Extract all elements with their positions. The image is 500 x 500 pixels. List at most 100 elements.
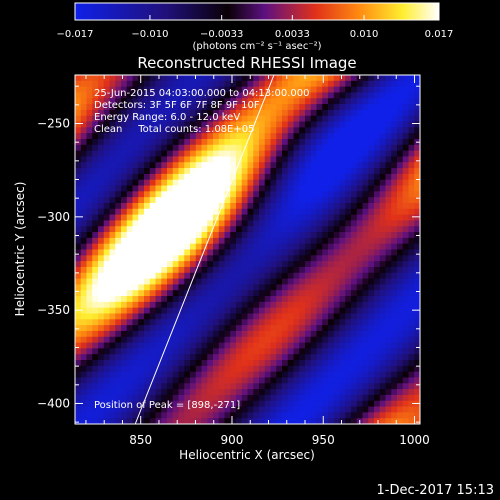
heatmap-cell bbox=[92, 214, 99, 222]
heatmap-cell bbox=[328, 191, 335, 198]
heatmap-cell bbox=[305, 98, 312, 105]
heatmap-cell bbox=[322, 98, 329, 105]
heatmap-cell bbox=[241, 109, 249, 117]
heatmap-cell bbox=[75, 284, 82, 291]
heatmap-cell bbox=[270, 313, 277, 320]
heatmap-cell bbox=[201, 104, 208, 111]
heatmap-cell bbox=[178, 383, 185, 390]
heatmap-cell bbox=[305, 348, 312, 355]
heatmap-cell bbox=[149, 86, 157, 94]
heatmap-cell bbox=[201, 365, 208, 373]
heatmap-cell bbox=[178, 237, 185, 245]
heatmap-cell bbox=[408, 144, 415, 152]
heatmap-cell bbox=[322, 173, 329, 181]
heatmap-cell bbox=[276, 138, 283, 146]
heatmap-cell bbox=[132, 197, 139, 204]
heatmap-cell bbox=[86, 336, 93, 344]
heatmap-cell bbox=[172, 150, 180, 158]
heatmap-cell bbox=[264, 296, 272, 303]
heatmap-cell bbox=[103, 162, 111, 169]
heatmap-cell bbox=[293, 104, 300, 111]
heatmap-cell bbox=[316, 243, 323, 251]
heatmap-cell bbox=[121, 197, 128, 204]
heatmap-cell bbox=[80, 80, 88, 88]
heatmap-cell bbox=[385, 226, 392, 233]
heatmap-cell bbox=[368, 400, 375, 408]
heatmap-cell bbox=[236, 336, 243, 344]
heatmap-cell bbox=[109, 278, 116, 285]
heatmap-cell bbox=[184, 272, 191, 280]
heatmap-cell bbox=[391, 156, 398, 163]
heatmap-cell bbox=[172, 191, 180, 198]
heatmap-cell bbox=[316, 400, 323, 408]
heatmap-cell bbox=[103, 144, 111, 152]
heatmap-cell bbox=[379, 313, 387, 320]
heatmap-cell bbox=[224, 354, 231, 361]
heatmap-cell bbox=[80, 406, 88, 413]
heatmap-cell bbox=[155, 377, 162, 384]
heatmap-cell bbox=[339, 266, 346, 274]
heatmap-cell bbox=[276, 272, 283, 280]
heatmap-cell bbox=[236, 75, 243, 82]
heatmap-cell bbox=[230, 325, 237, 332]
heatmap-cell bbox=[351, 168, 358, 175]
heatmap-cell bbox=[155, 284, 162, 291]
heatmap-cell bbox=[167, 144, 174, 152]
heatmap-cell bbox=[115, 342, 122, 349]
heatmap-cell bbox=[374, 354, 381, 361]
heatmap-cell bbox=[270, 98, 277, 105]
heatmap-cell bbox=[207, 296, 214, 303]
heatmap-cell bbox=[144, 412, 151, 419]
heatmap-cell bbox=[402, 214, 410, 222]
heatmap-cell bbox=[161, 371, 168, 379]
heatmap-cell bbox=[115, 98, 122, 105]
heatmap-cell bbox=[138, 272, 145, 280]
heatmap-cell bbox=[190, 330, 197, 338]
heatmap-cell bbox=[98, 162, 105, 169]
heatmap-cell bbox=[207, 86, 214, 94]
heatmap-cell bbox=[184, 75, 191, 82]
heatmap-cell bbox=[276, 330, 283, 338]
heatmap-cell bbox=[172, 144, 180, 152]
heatmap-cell bbox=[391, 255, 398, 262]
heatmap-cell bbox=[259, 179, 266, 187]
heatmap-cell bbox=[213, 354, 220, 361]
heatmap-cell bbox=[259, 127, 266, 134]
heatmap-cell bbox=[322, 109, 329, 117]
heatmap-cell bbox=[218, 313, 226, 320]
heatmap-cell bbox=[385, 133, 392, 140]
heatmap-cell bbox=[351, 115, 358, 123]
heatmap-cell bbox=[362, 255, 369, 262]
heatmap-cell bbox=[144, 284, 151, 291]
heatmap-cell bbox=[345, 237, 352, 245]
heatmap-cell bbox=[207, 104, 214, 111]
heatmap-cell bbox=[138, 290, 145, 297]
heatmap-cell bbox=[230, 243, 237, 251]
heatmap-cell bbox=[247, 150, 254, 158]
heatmap-cell bbox=[345, 348, 352, 355]
heatmap-cell bbox=[339, 383, 346, 390]
heatmap-cell bbox=[362, 179, 369, 187]
heatmap-cell bbox=[121, 255, 128, 262]
heatmap-cell bbox=[126, 365, 134, 373]
heatmap-cell bbox=[161, 307, 168, 315]
heatmap-cell bbox=[276, 86, 283, 94]
heatmap-cell bbox=[328, 104, 335, 111]
heatmap-cell bbox=[356, 278, 364, 285]
heatmap-cell bbox=[132, 243, 139, 251]
heatmap-cell bbox=[264, 342, 272, 349]
heatmap-cell bbox=[126, 144, 134, 152]
heatmap-cell bbox=[241, 400, 249, 408]
heatmap-cell bbox=[391, 307, 398, 315]
heatmap-cell bbox=[80, 214, 88, 222]
heatmap-cell bbox=[178, 377, 185, 384]
heatmap-cell bbox=[408, 104, 415, 111]
heatmap-cell bbox=[374, 243, 381, 251]
heatmap-cell bbox=[149, 214, 157, 222]
heatmap-cell bbox=[75, 173, 82, 181]
heatmap-cell bbox=[80, 383, 88, 390]
heatmap-cell bbox=[247, 266, 254, 274]
heatmap-cell bbox=[276, 243, 283, 251]
heatmap-cell bbox=[351, 266, 358, 274]
heatmap-cell bbox=[374, 261, 381, 268]
